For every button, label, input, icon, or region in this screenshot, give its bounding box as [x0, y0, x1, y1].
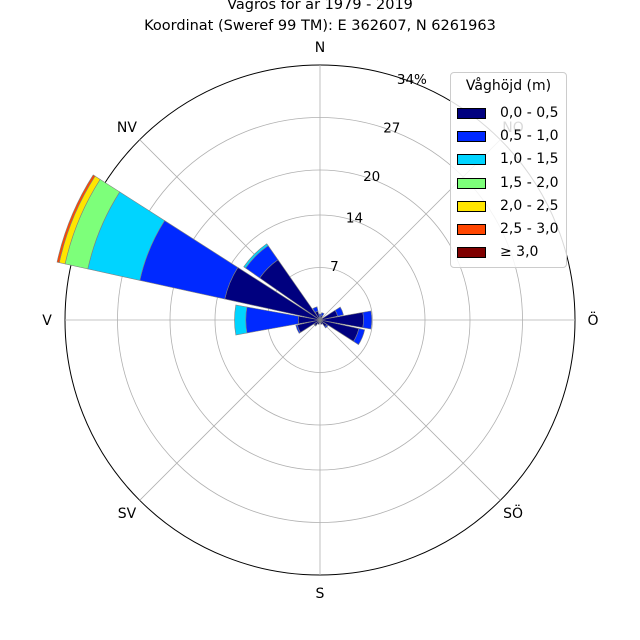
- rose-bar-segment: [334, 306, 344, 317]
- legend-title: Våghöjd (m): [465, 78, 552, 94]
- radial-tick-label: 27: [383, 120, 400, 136]
- wave-rose-bars: [56, 174, 373, 346]
- legend-label: ≥ 3,0: [500, 244, 539, 261]
- rose-bar-segment: [234, 304, 248, 336]
- direction-label: SÖ: [503, 504, 523, 522]
- legend-label: 0,0 - 0,5: [500, 105, 559, 121]
- legend-item: 2,0 - 2,5: [457, 198, 567, 216]
- legend-item: 1,5 - 2,0: [457, 175, 567, 193]
- direction-label: SV: [118, 506, 137, 522]
- legend-item: 0,5 - 1,0: [457, 128, 567, 146]
- grid-spoke: [319, 319, 501, 501]
- radial-tick-label: 20: [363, 169, 380, 185]
- rose-bar-segment: [243, 243, 269, 269]
- legend-item: 1,0 - 1,5: [457, 151, 567, 169]
- rose-bar-segment: [353, 328, 366, 346]
- legend-swatch: [457, 154, 486, 166]
- legend-item: 2,5 - 3,0: [457, 221, 567, 239]
- legend-label: 1,0 - 1,5: [500, 151, 559, 168]
- rose-bar-segment: [324, 324, 329, 329]
- radial-tick-labels: 7 14 20 27 34%: [330, 72, 427, 275]
- direction-label: NV: [117, 120, 137, 136]
- radial-tick-label: 34%: [397, 72, 427, 88]
- legend-swatch: [457, 131, 486, 143]
- chart-subtitle: Koordinat (Sweref 99 TM): E 362607, N 62…: [144, 18, 496, 34]
- legend-swatch: [457, 224, 486, 235]
- direction-label: S: [316, 586, 325, 602]
- radial-tick-label: 7: [330, 259, 339, 275]
- legend-label: 2,5 - 3,0: [500, 221, 559, 237]
- legend-label: 2,0 - 2,5: [500, 197, 559, 214]
- legend-swatch: [457, 200, 486, 212]
- rose-bar-segment: [312, 306, 319, 313]
- grid-spoke: [139, 319, 321, 501]
- direction-label: V: [42, 313, 52, 329]
- legend-label: 1,5 - 2,0: [500, 174, 559, 191]
- radial-tick-label: 14: [346, 210, 363, 226]
- legend-item: 0,0 - 0,5: [457, 105, 567, 123]
- legend: Våghöjd (m) 0,0 - 0,5 0,5 - 1,0 1,0 - 1,5 1…: [450, 72, 567, 268]
- legend-swatch: [457, 247, 486, 259]
- direction-label: Ö: [587, 311, 598, 329]
- rose-bar-segment: [362, 310, 373, 330]
- rose-bar-segment: [295, 324, 301, 334]
- legend-swatch: [457, 108, 486, 119]
- chart-title: Vågros för år 1979 - 2019: [227, 0, 413, 13]
- legend-label: 0,5 - 1,0: [500, 128, 559, 145]
- rose-bar-segment: [56, 174, 96, 264]
- legend-item: ≥ 3,0: [457, 244, 567, 262]
- legend-swatch: [457, 177, 486, 189]
- direction-label: N: [315, 40, 325, 56]
- polar-grid: [64, 64, 576, 576]
- rose-bar-segment: [320, 312, 325, 317]
